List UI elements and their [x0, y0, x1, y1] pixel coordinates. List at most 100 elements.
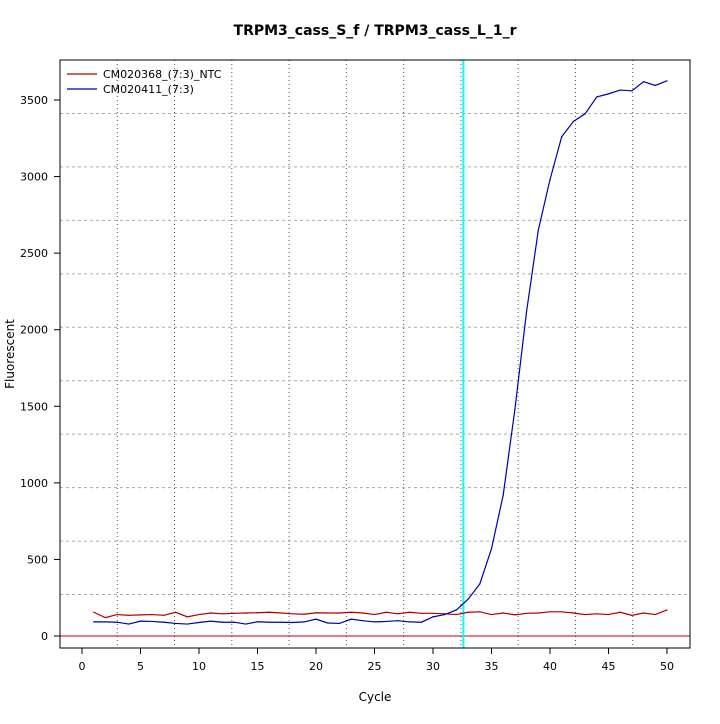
- data-point: [596, 96, 598, 98]
- plot-frame: [59, 59, 691, 649]
- data-point: [397, 620, 399, 622]
- y-tick-label: 1500: [20, 400, 48, 413]
- x-tick-label: 50: [660, 660, 674, 673]
- data-point: [186, 623, 188, 625]
- data-point: [526, 612, 528, 614]
- data-point: [479, 611, 481, 613]
- data-point: [526, 310, 528, 312]
- data-point: [93, 611, 95, 613]
- data-point: [385, 620, 387, 623]
- data-point: [502, 612, 504, 614]
- data-point: [373, 621, 376, 623]
- data-point: [607, 613, 610, 616]
- data-point: [292, 613, 294, 615]
- data-point: [490, 548, 493, 550]
- data-point: [303, 621, 305, 623]
- data-point: [420, 621, 422, 623]
- data-point: [490, 613, 493, 616]
- y-tick-label: 2500: [20, 247, 48, 260]
- y-axis: 0 500 1000 1500 2000 2500 3000 3500: [20, 94, 60, 643]
- data-point: [315, 612, 317, 614]
- data-point: [268, 611, 270, 613]
- x-tick-label: 35: [485, 660, 499, 673]
- data-point: [198, 621, 200, 624]
- data-point: [654, 84, 656, 87]
- data-point: [151, 613, 153, 616]
- data-point: [256, 612, 259, 614]
- data-point: [467, 598, 469, 600]
- data-point: [186, 616, 188, 618]
- data-point: [666, 609, 668, 611]
- data-point: [128, 623, 130, 625]
- data-point: [221, 621, 223, 623]
- y-tick-label: 500: [27, 553, 48, 566]
- data-point: [139, 620, 142, 622]
- data-point: [584, 113, 586, 115]
- x-tick-label: 30: [426, 660, 440, 673]
- data-point: [175, 622, 177, 625]
- data-point: [245, 623, 247, 625]
- data-point: [210, 620, 212, 622]
- data-point: [432, 616, 434, 618]
- data-point: [549, 611, 551, 613]
- data-point: [572, 612, 575, 614]
- x-tick-label: 45: [602, 660, 616, 673]
- data-point: [268, 621, 270, 623]
- data-point: [467, 611, 469, 613]
- x-tick-label: 20: [309, 660, 323, 673]
- data-point: [409, 611, 411, 613]
- data-point: [93, 621, 95, 623]
- data-point: [607, 93, 610, 95]
- data-point: [619, 89, 621, 91]
- y-tick-label: 3000: [20, 171, 48, 184]
- x-tick-label: 5: [137, 660, 144, 673]
- data-point: [104, 621, 106, 623]
- data-point: [455, 609, 457, 611]
- data-point: [163, 614, 165, 616]
- data-point: [292, 621, 294, 624]
- data-point: [631, 614, 633, 616]
- data-point: [409, 621, 411, 623]
- y-tick-label: 2000: [20, 324, 48, 337]
- data-point: [116, 613, 118, 616]
- data-point: [116, 621, 118, 623]
- x-tick-label: 40: [543, 660, 557, 673]
- series-line-2: [93, 80, 668, 625]
- data-point: [643, 81, 645, 83]
- data-point: [350, 611, 352, 613]
- data-point: [385, 611, 387, 613]
- data-point: [245, 612, 247, 614]
- data-point: [362, 620, 364, 622]
- data-point: [514, 408, 516, 410]
- data-point: [128, 614, 130, 616]
- data-point: [104, 617, 106, 619]
- data-point: [338, 612, 340, 614]
- data-point: [139, 614, 142, 616]
- data-point: [666, 80, 668, 82]
- y-tick-label: 3500: [20, 94, 48, 107]
- data-point: [654, 613, 656, 616]
- legend-label: CM020411_(7:3): [103, 83, 194, 96]
- data-point: [175, 611, 177, 613]
- data-point: [303, 613, 305, 615]
- data-point: [233, 621, 235, 623]
- data-point: [397, 613, 399, 615]
- legend-label: CM020368_(7:3)_NTC: [103, 68, 222, 81]
- data-point: [338, 622, 340, 625]
- data-point: [537, 229, 539, 231]
- series-group: [93, 80, 668, 625]
- data-point: [256, 621, 259, 623]
- data-point: [350, 618, 352, 620]
- data-point: [584, 613, 586, 616]
- data-point: [444, 613, 446, 616]
- series-line-1: [93, 609, 668, 619]
- data-point: [151, 620, 153, 623]
- data-point: [420, 612, 422, 614]
- y-axis-label: Fluorescent: [3, 319, 17, 389]
- x-tick-label: 10: [192, 660, 206, 673]
- data-point: [280, 621, 282, 623]
- data-point: [221, 613, 223, 615]
- x-tick-label: 15: [251, 660, 265, 673]
- legend: CM020368_(7:3)_NTC CM020411_(7:3): [67, 68, 222, 96]
- data-point: [233, 612, 235, 614]
